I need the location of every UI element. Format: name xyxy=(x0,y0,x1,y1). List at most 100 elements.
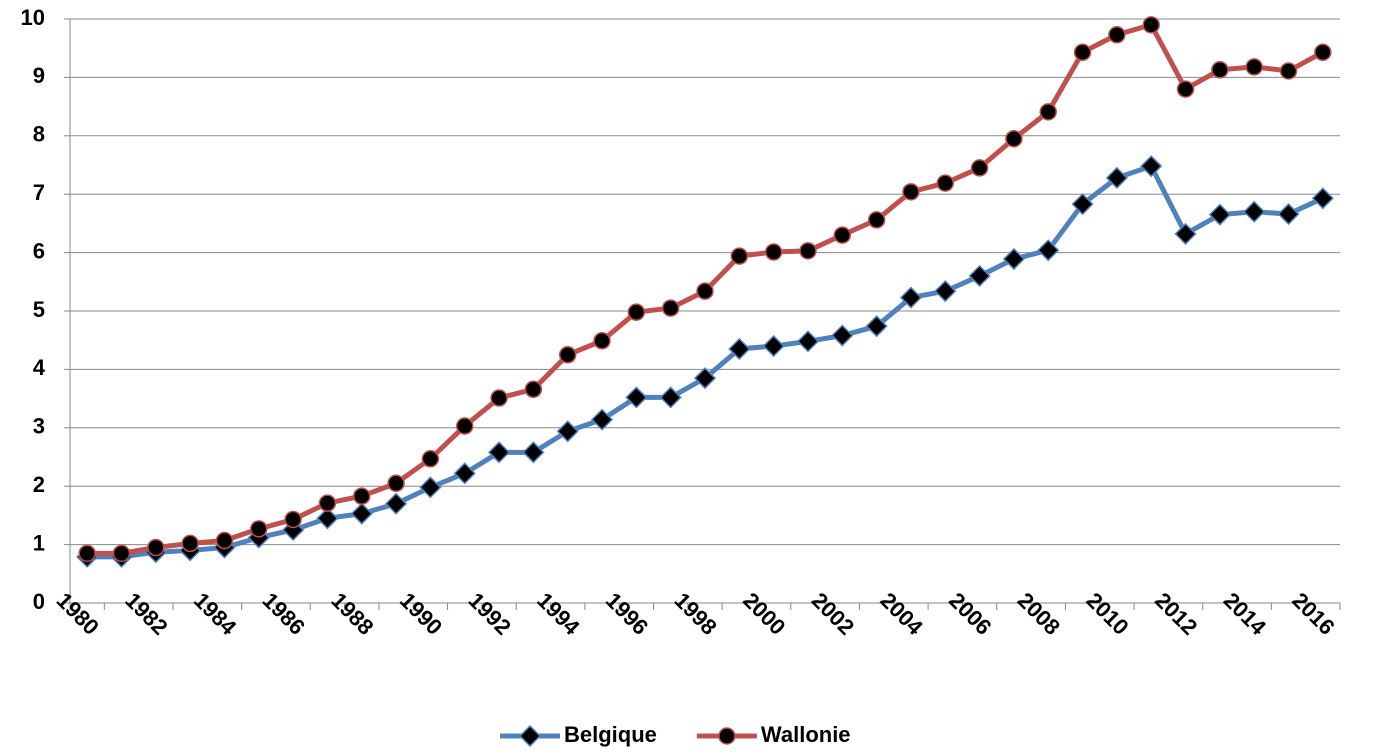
y-tick-label: 4 xyxy=(33,355,46,380)
data-point xyxy=(970,159,989,177)
y-tick-label: 7 xyxy=(33,180,45,205)
data-point xyxy=(522,441,545,464)
x-tick-label: 2002 xyxy=(807,588,859,640)
y-tick-label: 8 xyxy=(33,122,45,147)
x-tick-label: 2000 xyxy=(738,588,790,640)
data-point xyxy=(1037,239,1060,262)
data-point xyxy=(556,420,579,443)
data-point xyxy=(693,367,717,390)
data-point xyxy=(625,386,648,409)
x-tick-label: 1998 xyxy=(670,588,722,640)
x-tick-label: 1986 xyxy=(258,588,310,640)
data-point xyxy=(1142,16,1160,34)
data-point xyxy=(762,334,785,358)
x-tick-label: 2006 xyxy=(944,588,996,640)
data-point xyxy=(181,534,199,553)
data-point xyxy=(284,510,302,529)
y-tick-label: 3 xyxy=(33,414,45,439)
y-tick-label: 5 xyxy=(33,297,45,322)
data-point xyxy=(902,183,920,201)
data-point xyxy=(1277,202,1300,226)
y-tick-label: 1 xyxy=(33,530,45,555)
data-point xyxy=(968,264,991,288)
data-point xyxy=(78,544,96,563)
data-point xyxy=(1002,247,1025,271)
data-point xyxy=(250,520,268,538)
data-point xyxy=(934,280,957,303)
y-tick-label: 10 xyxy=(21,5,45,30)
data-point xyxy=(593,332,611,350)
y-tick-label: 0 xyxy=(33,589,45,614)
data-point xyxy=(490,389,508,407)
y-tick-label: 2 xyxy=(33,472,45,497)
data-point xyxy=(796,330,820,353)
data-point xyxy=(831,324,854,347)
data-point xyxy=(627,303,646,321)
data-point xyxy=(1245,58,1263,76)
data-point xyxy=(1174,222,1197,245)
data-point xyxy=(1039,103,1057,121)
data-point xyxy=(590,408,614,431)
legend-marker xyxy=(518,724,542,748)
data-point xyxy=(936,174,955,192)
data-point xyxy=(730,247,749,265)
data-point xyxy=(558,346,577,364)
data-point xyxy=(1005,129,1023,148)
data-point xyxy=(316,507,339,530)
x-tick-label: 1982 xyxy=(120,588,172,640)
data-point xyxy=(764,243,783,261)
data-point xyxy=(421,450,440,468)
legend-marker xyxy=(718,727,736,745)
data-point xyxy=(1279,62,1298,80)
data-point xyxy=(659,386,682,409)
x-tick-label: 1984 xyxy=(189,588,242,641)
x-tick-label: 1992 xyxy=(464,588,516,640)
data-point xyxy=(867,211,886,229)
data-point xyxy=(147,538,165,557)
legend-label: Belgique xyxy=(564,722,657,747)
data-point xyxy=(1208,203,1231,226)
x-tick-label: 1994 xyxy=(532,588,585,641)
data-point xyxy=(318,494,337,512)
data-point xyxy=(1108,26,1126,44)
data-point xyxy=(728,337,751,361)
data-point xyxy=(387,474,405,493)
data-point xyxy=(1071,193,1094,216)
data-point xyxy=(1243,200,1266,223)
data-point xyxy=(1314,43,1332,62)
data-point xyxy=(353,487,371,505)
x-tick-label: 1990 xyxy=(395,588,447,640)
data-point xyxy=(899,286,923,309)
data-point xyxy=(799,242,817,260)
x-tick-label: 2008 xyxy=(1013,588,1065,640)
x-tick-label: 1996 xyxy=(601,588,653,640)
data-point xyxy=(661,299,680,317)
data-point xyxy=(1311,187,1334,210)
x-tick-label: 1980 xyxy=(52,588,104,640)
data-point xyxy=(524,380,543,399)
data-point xyxy=(833,226,852,244)
data-point xyxy=(1140,155,1163,178)
data-point xyxy=(112,544,131,563)
data-point xyxy=(487,441,511,464)
data-point xyxy=(455,417,474,435)
data-point xyxy=(350,502,373,525)
x-tick-label: 2016 xyxy=(1287,588,1339,640)
y-tick-label: 6 xyxy=(33,238,45,263)
series-line xyxy=(87,163,1324,560)
x-tick-label: 2012 xyxy=(1150,588,1202,640)
legend-label: Wallonie xyxy=(761,722,851,747)
data-point xyxy=(1176,80,1195,98)
data-point xyxy=(1105,166,1128,189)
x-tick-label: 2010 xyxy=(1081,588,1133,640)
x-tick-label: 2014 xyxy=(1219,588,1272,641)
data-point xyxy=(1073,43,1092,62)
data-point xyxy=(453,462,476,485)
data-point xyxy=(215,531,234,550)
data-point xyxy=(696,282,714,300)
x-tick-label: 2004 xyxy=(875,588,928,641)
data-point xyxy=(1211,61,1229,79)
data-point xyxy=(385,492,408,515)
y-tick-label: 9 xyxy=(33,63,45,88)
